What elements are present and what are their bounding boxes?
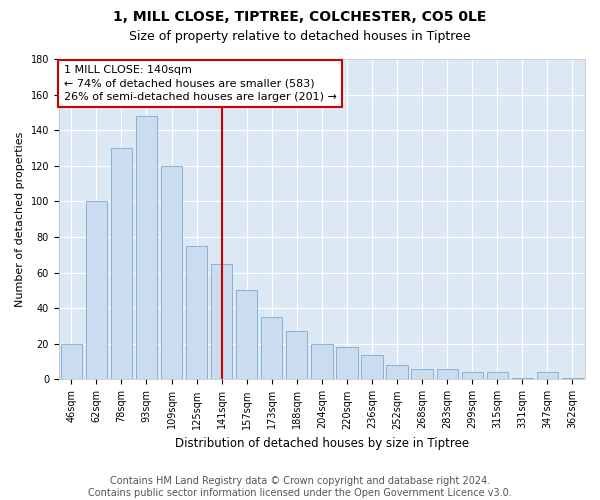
Bar: [512, 378, 533, 380]
X-axis label: Distribution of detached houses by size in Tiptree: Distribution of detached houses by size …: [175, 437, 469, 450]
Text: 1 MILL CLOSE: 140sqm
← 74% of detached houses are smaller (583)
26% of semi-deta: 1 MILL CLOSE: 140sqm ← 74% of detached h…: [64, 66, 337, 102]
Bar: [86, 202, 107, 380]
Bar: [336, 348, 358, 380]
Bar: [236, 290, 257, 380]
Text: Contains HM Land Registry data © Crown copyright and database right 2024.
Contai: Contains HM Land Registry data © Crown c…: [88, 476, 512, 498]
Bar: [562, 378, 583, 380]
Bar: [211, 264, 232, 380]
Bar: [261, 317, 283, 380]
Bar: [311, 344, 332, 380]
Bar: [487, 372, 508, 380]
Bar: [136, 116, 157, 380]
Text: Size of property relative to detached houses in Tiptree: Size of property relative to detached ho…: [129, 30, 471, 43]
Bar: [61, 344, 82, 380]
Bar: [111, 148, 132, 380]
Bar: [461, 372, 483, 380]
Bar: [537, 372, 558, 380]
Bar: [286, 332, 307, 380]
Bar: [361, 354, 383, 380]
Bar: [412, 369, 433, 380]
Bar: [386, 365, 408, 380]
Bar: [161, 166, 182, 380]
Text: 1, MILL CLOSE, TIPTREE, COLCHESTER, CO5 0LE: 1, MILL CLOSE, TIPTREE, COLCHESTER, CO5 …: [113, 10, 487, 24]
Y-axis label: Number of detached properties: Number of detached properties: [15, 132, 25, 307]
Bar: [437, 369, 458, 380]
Bar: [186, 246, 207, 380]
